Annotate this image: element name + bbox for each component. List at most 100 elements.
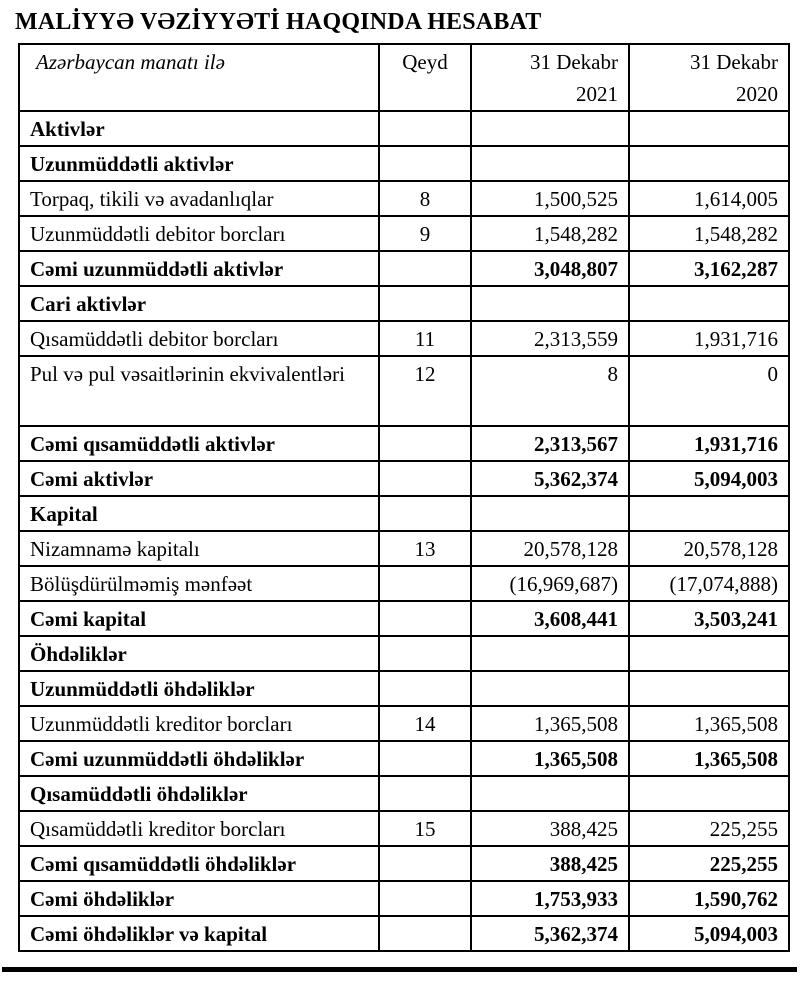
row-value-2021: (16,969,687) <box>470 565 630 602</box>
row-value-2020: 1,548,282 <box>628 215 790 252</box>
column-header-2020: 31 Dekabr 2020 <box>628 43 790 112</box>
row-label: Cari aktivlər <box>18 285 380 322</box>
table-row: Cəmi uzunmüddətli öhdəliklər 1,365,508 1… <box>18 740 790 777</box>
row-label: Öhdəliklər <box>18 635 380 672</box>
row-value-2021: 1,500,525 <box>470 180 630 217</box>
row-label: Uzunmüddətli öhdəliklər <box>18 670 380 707</box>
row-value-2021: 388,425 <box>470 845 630 882</box>
row-note <box>378 495 472 532</box>
table-row: Bölüşdürülməmiş mənfəət (16,969,687) (17… <box>18 565 790 602</box>
row-note: 8 <box>378 180 472 217</box>
row-note <box>378 425 472 462</box>
table-row: Cəmi uzunmüddətli aktivlər 3,048,807 3,1… <box>18 250 790 287</box>
row-note <box>378 600 472 637</box>
row-value-2021: 2,313,567 <box>470 425 630 462</box>
row-value-2021: 2,313,559 <box>470 320 630 357</box>
column-header-2021-line2: 2021 <box>576 82 618 106</box>
row-value-2021: 1,548,282 <box>470 215 630 252</box>
row-note <box>378 845 472 882</box>
row-note <box>378 880 472 917</box>
row-label: Cəmi uzunmüddətli aktivlər <box>18 250 380 287</box>
row-note: 12 <box>378 355 472 427</box>
table-row: Pul və pul vəsaitlərinin ekvivalentləri … <box>18 355 790 427</box>
row-note <box>378 775 472 812</box>
row-value-2021: 5,362,374 <box>470 915 630 952</box>
row-value-2021 <box>470 495 630 532</box>
row-value-2021 <box>470 285 630 322</box>
row-value-2021 <box>470 775 630 812</box>
table-row: Cəmi öhdəliklər 1,753,933 1,590,762 <box>18 880 790 917</box>
table-row: Öhdəliklər <box>18 635 790 672</box>
row-label: Cəmi qısamüddətli öhdəliklər <box>18 845 380 882</box>
column-header-2021-line1: 31 Dekabr <box>529 50 618 74</box>
table-row: Torpaq, tikili və avadanlıqlar 8 1,500,5… <box>18 180 790 217</box>
bottom-rule <box>2 967 797 972</box>
row-value-2021 <box>470 670 630 707</box>
row-label: Nizamnamə kapitalı <box>18 530 380 567</box>
currency-note: Azərbaycan manatı ilə <box>36 50 225 74</box>
row-label: Torpaq, tikili və avadanlıqlar <box>18 180 380 217</box>
balance-sheet-table: Azərbaycan manatı ilə Qeyd 31 Dekabr 202… <box>18 43 790 952</box>
row-note <box>378 110 472 147</box>
table-row: Cəmi qısamüddətli aktivlər 2,313,567 1,9… <box>18 425 790 462</box>
table-row: Uzunmüddətli debitor borcları 9 1,548,28… <box>18 215 790 252</box>
table-row: Uzunmüddətli aktivlər <box>18 145 790 182</box>
column-header-2020-line1: 31 Dekabr <box>689 50 778 74</box>
row-value-2020: 5,094,003 <box>628 915 790 952</box>
row-value-2020: 1,931,716 <box>628 425 790 462</box>
row-value-2020: 1,590,762 <box>628 880 790 917</box>
table-row: Kapital <box>18 495 790 532</box>
table-row: Cari aktivlər <box>18 285 790 322</box>
page-title: MALİYYƏ VƏZİYYƏTİ HAQQINDA HESABAT <box>15 9 542 35</box>
table-row: Cəmi öhdəliklər və kapital 5,362,374 5,0… <box>18 915 790 952</box>
row-value-2020 <box>628 495 790 532</box>
note-column-header: Qeyd <box>378 43 472 112</box>
table-row: Aktivlər <box>18 110 790 147</box>
table-row: Uzunmüddətli kreditor borcları 14 1,365,… <box>18 705 790 742</box>
table-row: Qısamüddətli öhdəliklər <box>18 775 790 812</box>
row-value-2020: 5,094,003 <box>628 460 790 497</box>
row-value-2020: 20,578,128 <box>628 530 790 567</box>
row-note <box>378 250 472 287</box>
row-note <box>378 145 472 182</box>
row-value-2021: 1,753,933 <box>470 880 630 917</box>
table-row: Qısamüddətli kreditor borcları 15 388,42… <box>18 810 790 847</box>
row-note <box>378 285 472 322</box>
table-row: Nizamnamə kapitalı 13 20,578,128 20,578,… <box>18 530 790 567</box>
row-value-2021 <box>470 110 630 147</box>
row-value-2021: 3,048,807 <box>470 250 630 287</box>
row-note: 13 <box>378 530 472 567</box>
row-label: Bölüşdürülməmiş mənfəət <box>18 565 380 602</box>
row-label: Qısamüddətli debitor borcları <box>18 320 380 357</box>
row-value-2020 <box>628 145 790 182</box>
table-header-row: Azərbaycan manatı ilə Qeyd 31 Dekabr 202… <box>18 43 790 112</box>
row-value-2021: 5,362,374 <box>470 460 630 497</box>
row-value-2021: 8 <box>470 355 630 427</box>
row-value-2020 <box>628 670 790 707</box>
row-value-2020: 3,162,287 <box>628 250 790 287</box>
row-label: Pul və pul vəsaitlərinin ekvivalentləri <box>18 355 380 427</box>
row-label: Cəmi uzunmüddətli öhdəliklər <box>18 740 380 777</box>
row-value-2020: (17,074,888) <box>628 565 790 602</box>
row-note <box>378 740 472 777</box>
row-label: Uzunmüddətli aktivlər <box>18 145 380 182</box>
row-value-2020: 3,503,241 <box>628 600 790 637</box>
row-label: Cəmi aktivlər <box>18 460 380 497</box>
row-label: Uzunmüddətli debitor borcları <box>18 215 380 252</box>
currency-note-cell: Azərbaycan manatı ilə <box>18 43 380 112</box>
row-label: Cəmi öhdəliklər <box>18 880 380 917</box>
row-value-2021 <box>470 145 630 182</box>
row-note <box>378 565 472 602</box>
row-value-2020 <box>628 285 790 322</box>
row-note: 14 <box>378 705 472 742</box>
table-row: Cəmi qısamüddətli öhdəliklər 388,425 225… <box>18 845 790 882</box>
row-note <box>378 670 472 707</box>
row-value-2020 <box>628 775 790 812</box>
row-value-2021: 3,608,441 <box>470 600 630 637</box>
table-row: Cəmi aktivlər 5,362,374 5,094,003 <box>18 460 790 497</box>
row-value-2020: 1,365,508 <box>628 705 790 742</box>
row-value-2020: 225,255 <box>628 845 790 882</box>
row-label: Uzunmüddətli kreditor borcları <box>18 705 380 742</box>
row-value-2020 <box>628 110 790 147</box>
